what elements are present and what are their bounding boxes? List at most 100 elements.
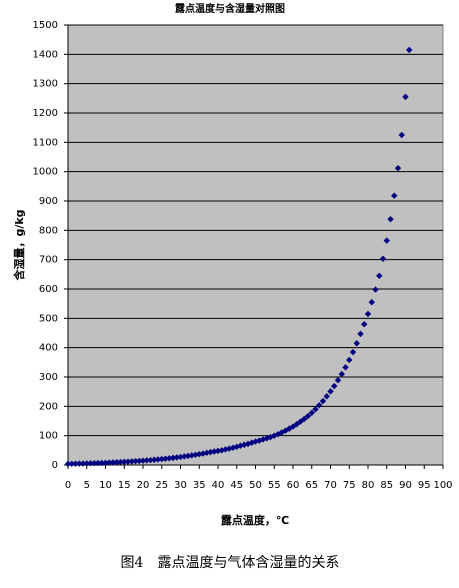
x-tick-label: 0 xyxy=(65,480,71,491)
point xyxy=(327,388,334,395)
x-tick-label: 10 xyxy=(99,480,112,491)
point xyxy=(76,460,83,467)
point xyxy=(214,447,222,455)
point xyxy=(136,457,143,465)
point xyxy=(364,310,372,318)
point xyxy=(68,460,75,467)
y-tick-label: 500 xyxy=(39,313,58,324)
chart-title: 露点温度与含湿量对照图 xyxy=(175,2,285,15)
point xyxy=(316,401,323,409)
x-tick-label: 30 xyxy=(174,480,187,491)
point xyxy=(357,330,364,338)
point xyxy=(398,131,405,139)
point xyxy=(237,442,244,449)
x-tick-label: 75 xyxy=(343,480,356,491)
y-tick-label: 1000 xyxy=(33,167,58,178)
point xyxy=(162,455,169,462)
x-tick-label: 85 xyxy=(380,480,393,491)
point xyxy=(184,452,192,460)
y-tick-label: 300 xyxy=(39,372,58,383)
point xyxy=(248,439,255,446)
point xyxy=(312,406,319,413)
y-tick-label: 0 xyxy=(52,460,58,471)
x-tick-label: 60 xyxy=(287,480,300,491)
point xyxy=(98,459,105,467)
point xyxy=(334,377,342,384)
point xyxy=(379,255,387,262)
point xyxy=(241,441,248,448)
point xyxy=(124,458,132,465)
point xyxy=(319,397,327,405)
point xyxy=(158,455,165,463)
point xyxy=(361,321,368,328)
point xyxy=(177,453,184,461)
point xyxy=(244,440,252,448)
y-tick-label: 700 xyxy=(39,255,58,266)
x-tick-label: 25 xyxy=(155,480,168,491)
plot-area xyxy=(67,24,444,466)
point xyxy=(94,459,102,467)
point xyxy=(342,364,349,371)
x-tick-label: 70 xyxy=(324,480,337,491)
y-tick-label: 100 xyxy=(39,431,58,442)
point xyxy=(79,460,87,467)
point xyxy=(346,356,353,364)
x-tick-label: 5 xyxy=(84,480,90,491)
point xyxy=(139,457,147,464)
point xyxy=(154,456,162,463)
point xyxy=(387,215,394,223)
point xyxy=(199,450,207,457)
y-tick-label: 1300 xyxy=(33,79,58,90)
point xyxy=(394,164,402,172)
point xyxy=(72,460,79,467)
point xyxy=(83,460,90,467)
x-tick-label: 50 xyxy=(249,480,262,491)
point xyxy=(143,457,150,464)
point xyxy=(87,460,94,467)
x-tick-label: 95 xyxy=(418,480,431,491)
point xyxy=(406,46,413,54)
point xyxy=(372,286,379,293)
y-tick-label: 1500 xyxy=(33,20,58,31)
x-tick-label: 100 xyxy=(433,480,452,491)
x-tick-label: 20 xyxy=(137,480,150,491)
x-axis-label: 露点温度，℃ xyxy=(221,513,289,527)
point xyxy=(323,393,330,400)
y-tick-label: 400 xyxy=(39,343,58,354)
point xyxy=(368,299,375,306)
point xyxy=(353,340,360,347)
point xyxy=(226,445,233,452)
y-tick-label: 1200 xyxy=(33,108,58,119)
point xyxy=(106,459,113,466)
y-tick-label: 800 xyxy=(39,225,58,236)
point xyxy=(109,459,117,466)
y-tick-label: 1400 xyxy=(33,49,58,60)
point xyxy=(102,459,109,466)
point xyxy=(166,455,173,462)
point xyxy=(349,348,357,356)
point xyxy=(117,458,124,466)
x-tick-label: 55 xyxy=(268,480,281,491)
point xyxy=(218,447,225,454)
point xyxy=(331,382,338,390)
point xyxy=(308,409,315,416)
point xyxy=(338,370,345,378)
x-tick-label: 80 xyxy=(362,480,375,491)
point xyxy=(147,456,154,464)
point xyxy=(91,459,98,467)
point xyxy=(304,412,312,420)
point xyxy=(173,454,180,461)
point xyxy=(402,93,409,101)
caption: 图4 露点温度与气体含湿量的关系 xyxy=(121,555,340,571)
point xyxy=(128,458,135,465)
y-tick-label: 600 xyxy=(39,284,58,295)
point xyxy=(151,456,158,463)
y-tick-label: 1100 xyxy=(33,137,58,148)
y-axis-label: 含湿量，g/kg xyxy=(12,209,26,281)
point xyxy=(383,237,390,244)
point xyxy=(376,272,383,279)
point xyxy=(222,446,229,453)
point xyxy=(169,454,177,462)
x-tick-label: 90 xyxy=(399,480,412,491)
